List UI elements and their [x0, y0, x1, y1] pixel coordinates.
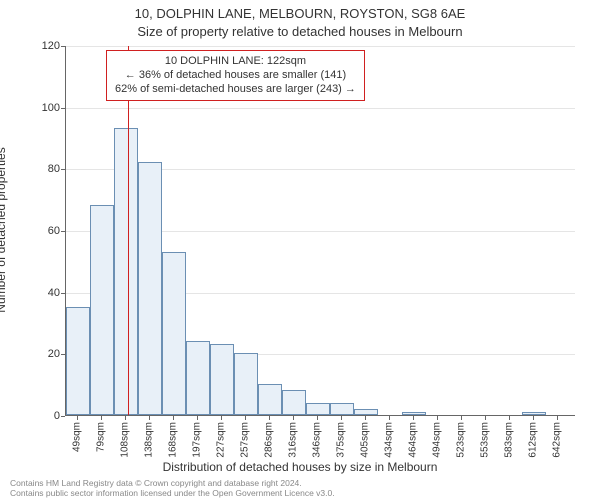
chart-subtitle: Size of property relative to detached ho…: [0, 24, 600, 39]
x-tick-mark: [269, 416, 270, 420]
histogram-bar: [90, 205, 114, 415]
x-tick-mark: [101, 416, 102, 420]
histogram-bar: [402, 412, 426, 415]
plot-area: 10 DOLPHIN LANE: 122sqm ← 36% of detache…: [65, 46, 575, 416]
histogram-bar: [114, 128, 138, 415]
y-tick-label: 0: [30, 410, 60, 422]
y-tick-mark: [61, 231, 65, 232]
y-tick-mark: [61, 416, 65, 417]
x-tick-label: 49sqm: [72, 422, 83, 452]
x-tick-mark: [149, 416, 150, 420]
x-tick-mark: [293, 416, 294, 420]
x-tick-mark: [413, 416, 414, 420]
x-tick-label: 346sqm: [312, 422, 323, 458]
x-tick-label: 494sqm: [432, 422, 443, 458]
x-tick-label: 79sqm: [96, 422, 107, 452]
y-tick-mark: [61, 293, 65, 294]
y-tick-mark: [61, 354, 65, 355]
callout-box: 10 DOLPHIN LANE: 122sqm ← 36% of detache…: [106, 50, 365, 101]
histogram-bar: [234, 353, 258, 415]
x-axis-label: Distribution of detached houses by size …: [0, 460, 600, 474]
x-tick-label: 108sqm: [120, 422, 131, 458]
x-tick-label: 464sqm: [408, 422, 419, 458]
histogram-bar: [282, 390, 306, 415]
y-axis-label: Number of detached properties: [0, 147, 8, 312]
footer-line-1: Contains HM Land Registry data © Crown c…: [10, 478, 335, 488]
x-tick-mark: [173, 416, 174, 420]
footer-attribution: Contains HM Land Registry data © Crown c…: [10, 478, 335, 498]
histogram-bar: [522, 412, 546, 415]
y-tick-mark: [61, 169, 65, 170]
x-tick-label: 168sqm: [168, 422, 179, 458]
histogram-bar: [306, 403, 330, 415]
x-tick-label: 642sqm: [552, 422, 563, 458]
x-tick-label: 523sqm: [456, 422, 467, 458]
histogram-bar: [354, 409, 378, 415]
x-tick-label: 227sqm: [216, 422, 227, 458]
y-tick-mark: [61, 46, 65, 47]
histogram-bar: [186, 341, 210, 415]
histogram-bar: [330, 403, 354, 415]
y-tick-label: 80: [30, 163, 60, 175]
x-tick-label: 375sqm: [336, 422, 347, 458]
callout-line-3: 62% of semi-detached houses are larger (…: [115, 83, 356, 97]
y-tick-label: 20: [30, 348, 60, 360]
x-tick-mark: [509, 416, 510, 420]
histogram-bar: [210, 344, 234, 415]
x-tick-label: 197sqm: [192, 422, 203, 458]
x-tick-label: 553sqm: [480, 422, 491, 458]
x-tick-mark: [389, 416, 390, 420]
x-tick-mark: [557, 416, 558, 420]
x-tick-mark: [77, 416, 78, 420]
callout-line-2: ← 36% of detached houses are smaller (14…: [115, 69, 356, 83]
y-tick-mark: [61, 108, 65, 109]
reference-line: [128, 46, 129, 415]
y-tick-label: 100: [30, 102, 60, 114]
x-tick-mark: [461, 416, 462, 420]
histogram-bar: [162, 252, 186, 415]
y-tick-label: 120: [30, 40, 60, 52]
footer-line-2: Contains public sector information licen…: [10, 488, 335, 498]
x-tick-label: 257sqm: [240, 422, 251, 458]
histogram-bar: [138, 162, 162, 415]
x-tick-label: 434sqm: [384, 422, 395, 458]
y-tick-label: 40: [30, 287, 60, 299]
x-tick-label: 138sqm: [144, 422, 155, 458]
x-tick-mark: [125, 416, 126, 420]
x-tick-label: 316sqm: [288, 422, 299, 458]
y-tick-label: 60: [30, 225, 60, 237]
histogram-bars: [66, 46, 575, 415]
x-tick-label: 583sqm: [504, 422, 515, 458]
x-tick-mark: [341, 416, 342, 420]
chart-container: 10, DOLPHIN LANE, MELBOURN, ROYSTON, SG8…: [0, 0, 600, 500]
x-tick-mark: [437, 416, 438, 420]
x-tick-label: 286sqm: [264, 422, 275, 458]
x-tick-label: 612sqm: [528, 422, 539, 458]
x-tick-mark: [365, 416, 366, 420]
callout-line-1: 10 DOLPHIN LANE: 122sqm: [115, 55, 356, 69]
x-tick-label: 405sqm: [360, 422, 371, 458]
chart-title: 10, DOLPHIN LANE, MELBOURN, ROYSTON, SG8…: [0, 6, 600, 21]
x-tick-mark: [485, 416, 486, 420]
histogram-bar: [258, 384, 282, 415]
x-tick-mark: [245, 416, 246, 420]
histogram-bar: [66, 307, 90, 415]
x-tick-mark: [197, 416, 198, 420]
x-tick-mark: [317, 416, 318, 420]
x-tick-mark: [533, 416, 534, 420]
x-tick-mark: [221, 416, 222, 420]
